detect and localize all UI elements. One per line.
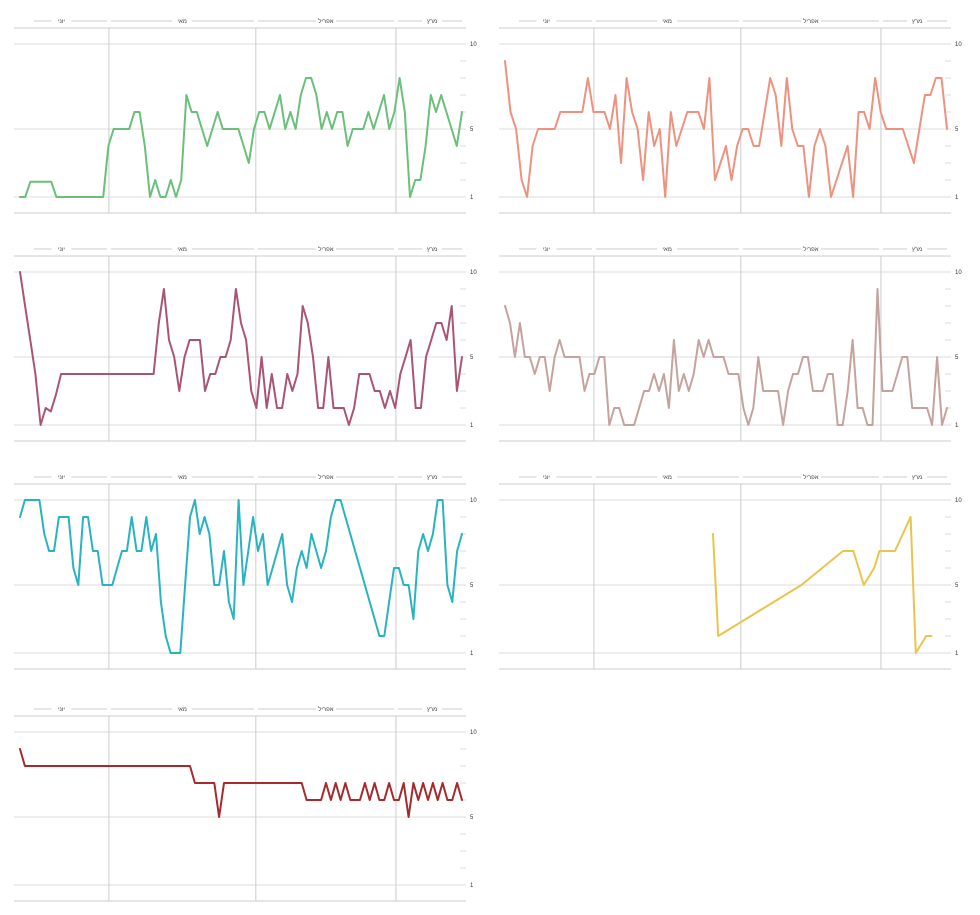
month-label: אפריל — [318, 705, 334, 713]
month-label: יוני — [58, 475, 65, 481]
chart-darkred — [485, 688, 975, 908]
y-tick-label: 1 — [955, 651, 959, 657]
y-tick-label: 1 — [470, 423, 474, 429]
y-tick-label: 5 — [955, 355, 959, 361]
chart-maroon: 10 5 1 יוני מאי אפריל מרץ — [14, 245, 477, 442]
series-line — [19, 499, 463, 654]
month-label: מרץ — [427, 707, 437, 713]
chart-yellow: 10 5 1 יוני מאי אפריל מרץ — [14, 705, 477, 902]
y-tick-label: 10 — [955, 42, 962, 48]
month-label: מרץ — [912, 475, 922, 481]
month-label: מרץ — [427, 19, 437, 25]
series-line — [504, 60, 948, 198]
month-label: יוני — [58, 19, 65, 25]
month-label: יוני — [543, 19, 550, 25]
chart-salmon: 10 5 1 יוני מאי אפריל מרץ — [499, 17, 962, 214]
month-label: אפריל — [803, 17, 819, 25]
y-tick-label: 1 — [955, 423, 959, 429]
month-label: מאי — [662, 475, 671, 481]
month-label: מרץ — [912, 19, 922, 25]
y-tick-label: 5 — [470, 355, 474, 361]
y-tick-label: 5 — [955, 583, 959, 589]
y-tick-label: 1 — [470, 883, 474, 889]
month-label: מאי — [177, 19, 186, 25]
month-label: מאי — [177, 247, 186, 253]
month-label: מאי — [662, 247, 671, 253]
y-tick-label: 10 — [955, 270, 962, 276]
series-line — [504, 288, 948, 426]
month-label: אפריל — [318, 245, 334, 253]
series-line — [712, 516, 933, 654]
month-label: מרץ — [912, 247, 922, 253]
series-line — [19, 748, 463, 818]
month-label: מאי — [177, 475, 186, 481]
y-tick-label: 5 — [470, 815, 474, 821]
month-label: יוני — [543, 247, 550, 253]
y-tick-label: 5 — [955, 127, 959, 133]
y-tick-label: 10 — [470, 730, 477, 736]
y-tick-label: 10 — [470, 42, 477, 48]
month-label: אפריל — [318, 17, 334, 25]
month-label: מרץ — [427, 247, 437, 253]
month-label: מרץ — [427, 475, 437, 481]
y-tick-label: 10 — [470, 498, 477, 504]
y-tick-label: 1 — [955, 195, 959, 201]
month-label: אפריל — [803, 245, 819, 253]
month-label: מאי — [662, 19, 671, 25]
y-tick-label: 1 — [470, 651, 474, 657]
chart-olive: 10 5 1 יוני מאי אפריל מרץ — [14, 473, 477, 670]
y-tick-label: 10 — [955, 498, 962, 504]
y-tick-label: 10 — [470, 270, 477, 276]
chart-teal: 10 5 1 יוני מאי אפריל מרץ — [499, 473, 962, 670]
month-label: יוני — [58, 707, 65, 713]
chart-green: 10 5 1 יוני מאי אפריל מרץ — [14, 17, 477, 214]
chart-taupe: 10 5 1 יוני מאי אפריל מרץ — [499, 245, 962, 442]
month-label: אפריל — [803, 473, 819, 481]
month-label: אפריל — [318, 473, 334, 481]
series-line — [19, 77, 463, 198]
y-tick-label: 1 — [470, 195, 474, 201]
month-label: יוני — [58, 247, 65, 253]
y-tick-label: 5 — [470, 127, 474, 133]
series-line — [19, 271, 463, 426]
y-tick-label: 5 — [470, 583, 474, 589]
month-label: יוני — [543, 475, 550, 481]
month-label: מאי — [177, 707, 186, 713]
